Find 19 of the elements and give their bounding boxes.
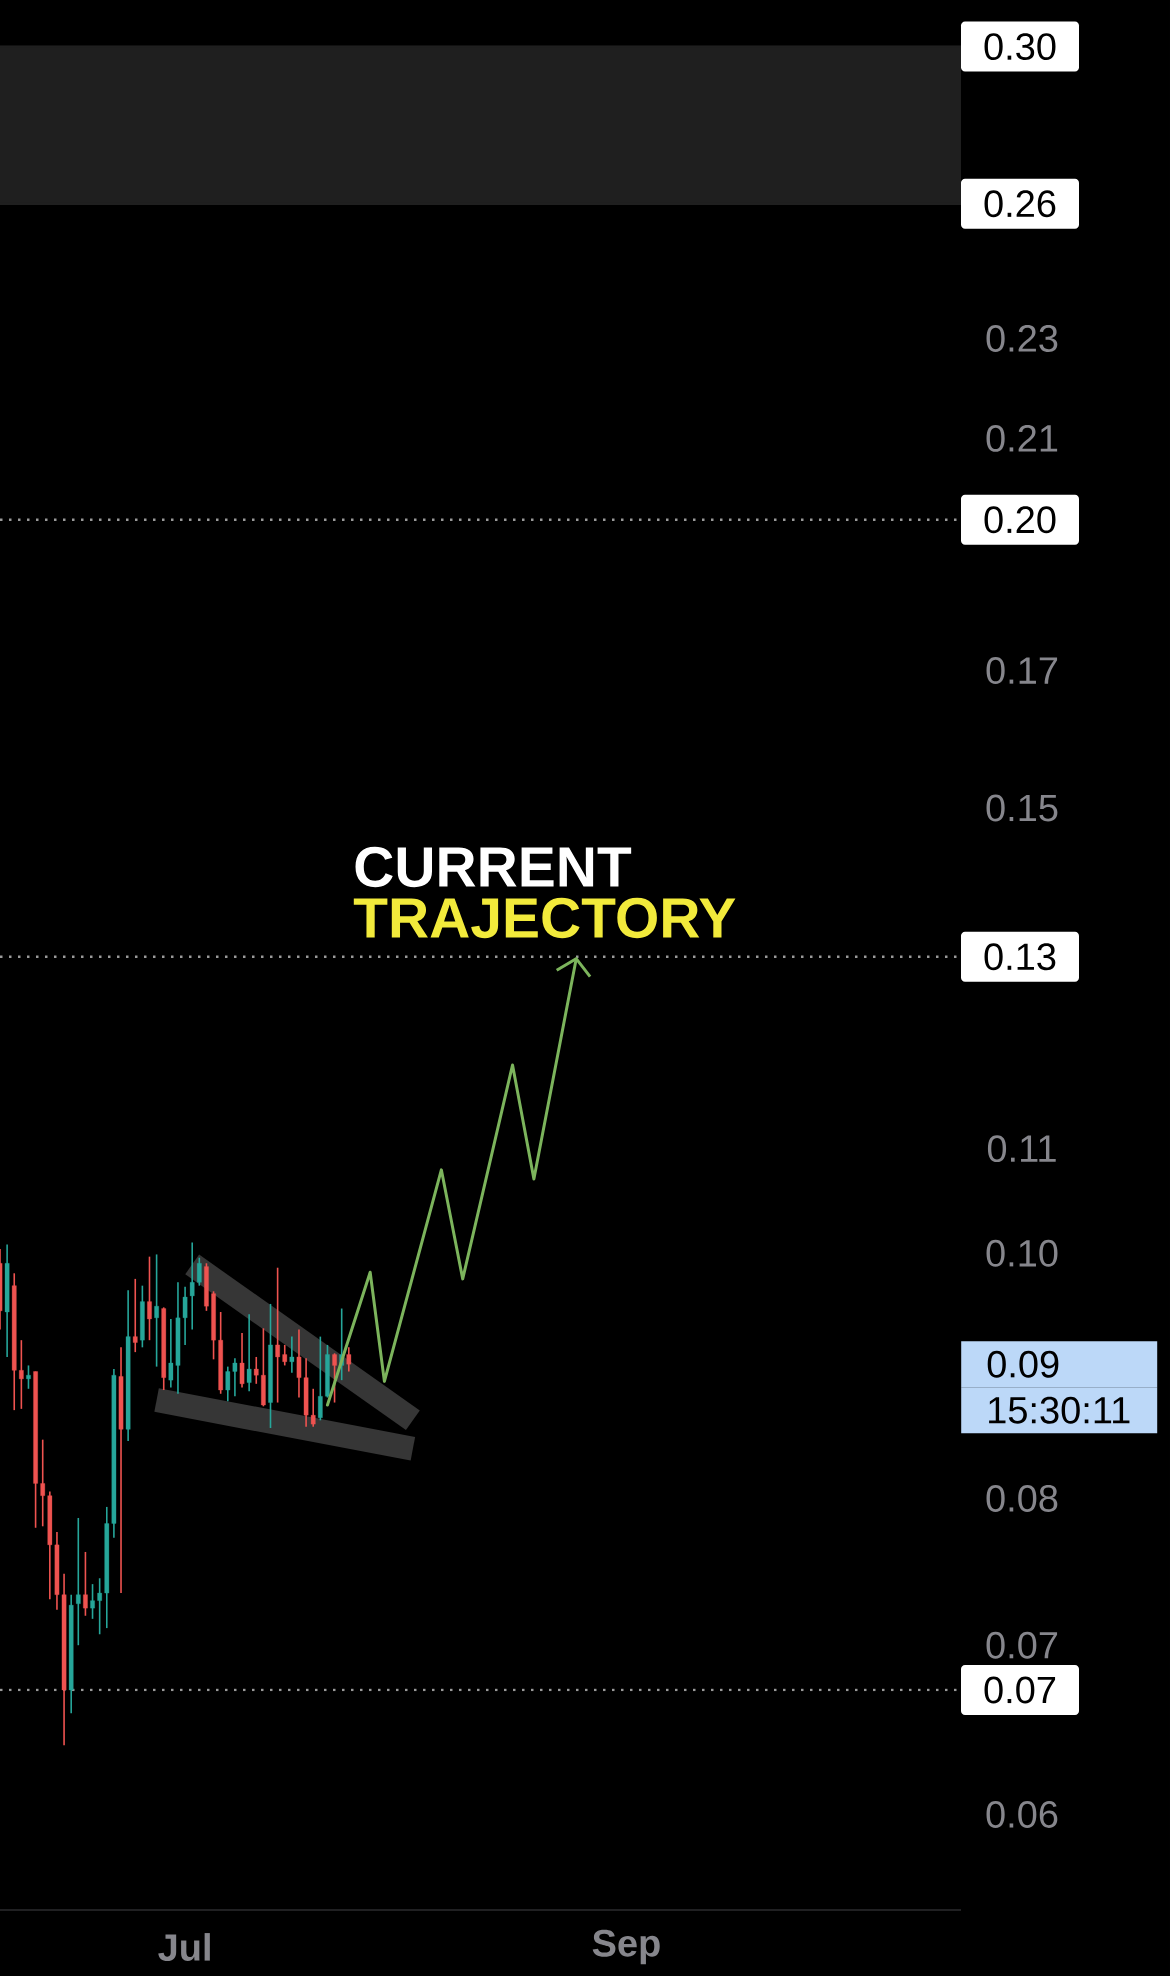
y-tick-label: 0.15 — [986, 794, 1058, 822]
y-tick-label: 0.10 — [986, 1239, 1058, 1267]
ref-line-label: 0.13 — [984, 943, 1056, 971]
y-tick-label: 0.17 — [986, 657, 1058, 685]
ref-line-label: 0.30 — [984, 33, 1056, 61]
y-tick-label: 0.06 — [986, 1800, 1058, 1828]
annotation: TRAJECTORY — [353, 897, 736, 939]
y-tick-label: 0.21 — [986, 424, 1058, 452]
ref-line-label: 0.26 — [984, 190, 1056, 218]
ref-line-label: 0.20 — [984, 506, 1056, 534]
y-tick-label: 0.07 — [986, 1631, 1058, 1659]
x-tick-label: Sep — [592, 1929, 660, 1965]
annotation: CURRENT — [355, 846, 632, 888]
y-tick-label: 0.11 — [987, 1135, 1056, 1163]
y-tick-label: 0.23 — [986, 325, 1058, 352]
text: 0.09 — [987, 1350, 1059, 1378]
x-tick-label: Jul — [158, 1933, 210, 1961]
text: 15:30:11 — [989, 1396, 1130, 1424]
y-tick-label: 0.08 — [986, 1484, 1058, 1512]
